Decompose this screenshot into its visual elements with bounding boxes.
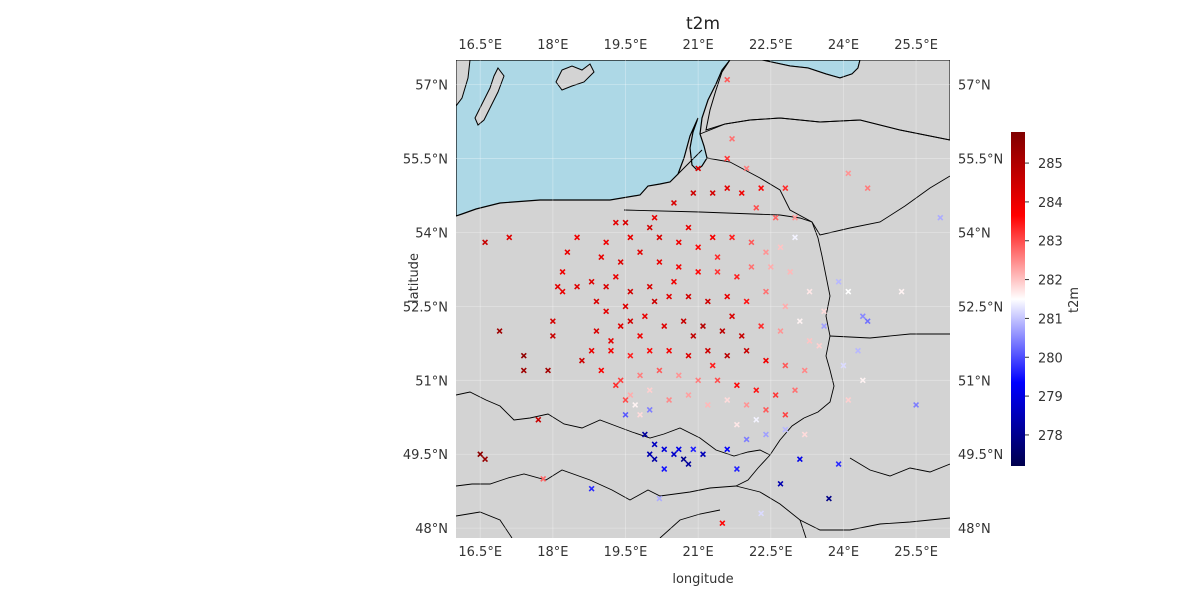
map-panel [456, 60, 950, 538]
x-tick-bottom-label: 16.5°E [458, 545, 502, 560]
x-tick-top-label: 24°E [828, 38, 859, 53]
x-tick-bottom-label: 22.5°E [749, 545, 793, 560]
x-tick-top-label: 21°E [683, 38, 714, 53]
colorbar-ticks: 278 279 280 281 282 283 284 285 [1025, 157, 1063, 444]
y-tick-left-label: 49.5°N [403, 448, 448, 463]
colorbar-tick-label: 285 [1038, 157, 1063, 172]
y-tick-right-label: 55.5°N [958, 153, 1003, 168]
x-tick-bottom-label: 19.5°E [604, 545, 648, 560]
y-tick-right-label: 52.5°N [958, 300, 1003, 315]
y-tick-right-label: 48°N [958, 522, 991, 537]
x-ticks-bottom: 16.5°E 18°E 19.5°E 21°E 22.5°E 24°E 25.5°E [458, 545, 938, 560]
y-tick-left-label: 51°N [415, 374, 448, 389]
colorbar [1011, 132, 1025, 466]
y-tick-left-label: 55.5°N [403, 153, 448, 168]
y-tick-right-label: 57°N [958, 79, 991, 94]
x-tick-bottom-label: 18°E [537, 545, 568, 560]
x-tick-top-label: 25.5°E [894, 38, 938, 53]
chart-title: t2m [686, 14, 720, 34]
colorbar-tick-label: 280 [1038, 351, 1063, 366]
y-axis-label: latitude [407, 253, 422, 303]
x-tick-top-label: 16.5°E [458, 38, 502, 53]
x-tick-bottom-label: 25.5°E [894, 545, 938, 560]
x-ticks-top: 16.5°E 18°E 19.5°E 21°E 22.5°E 24°E 25.5°E [458, 38, 938, 53]
colorbar-tick-label: 281 [1038, 312, 1063, 327]
y-tick-right-label: 51°N [958, 374, 991, 389]
colorbar-tick-label: 279 [1038, 390, 1063, 405]
colorbar-tick-label: 284 [1038, 196, 1063, 211]
x-tick-top-label: 19.5°E [604, 38, 648, 53]
colorbar-label: t2m [1067, 287, 1082, 313]
x-tick-top-label: 18°E [537, 38, 568, 53]
colorbar-tick-label: 282 [1038, 274, 1063, 289]
x-tick-top-label: 22.5°E [749, 38, 793, 53]
y-tick-left-label: 54°N [415, 226, 448, 241]
y-ticks-right: 48°N 49.5°N 51°N 52.5°N 54°N 55.5°N 57°N [958, 79, 1003, 538]
y-tick-left-label: 57°N [415, 79, 448, 94]
y-tick-left-label: 48°N [415, 522, 448, 537]
y-tick-right-label: 49.5°N [958, 448, 1003, 463]
colorbar-tick-label: 283 [1038, 235, 1063, 250]
y-tick-right-label: 54°N [958, 226, 991, 241]
x-tick-bottom-label: 21°E [683, 545, 714, 560]
x-axis-label: longitude [672, 572, 733, 587]
colorbar-tick-label: 278 [1038, 429, 1063, 444]
x-tick-bottom-label: 24°E [828, 545, 859, 560]
y-ticks-left: 48°N 49.5°N 51°N 52.5°N 54°N 55.5°N 57°N [403, 79, 448, 538]
